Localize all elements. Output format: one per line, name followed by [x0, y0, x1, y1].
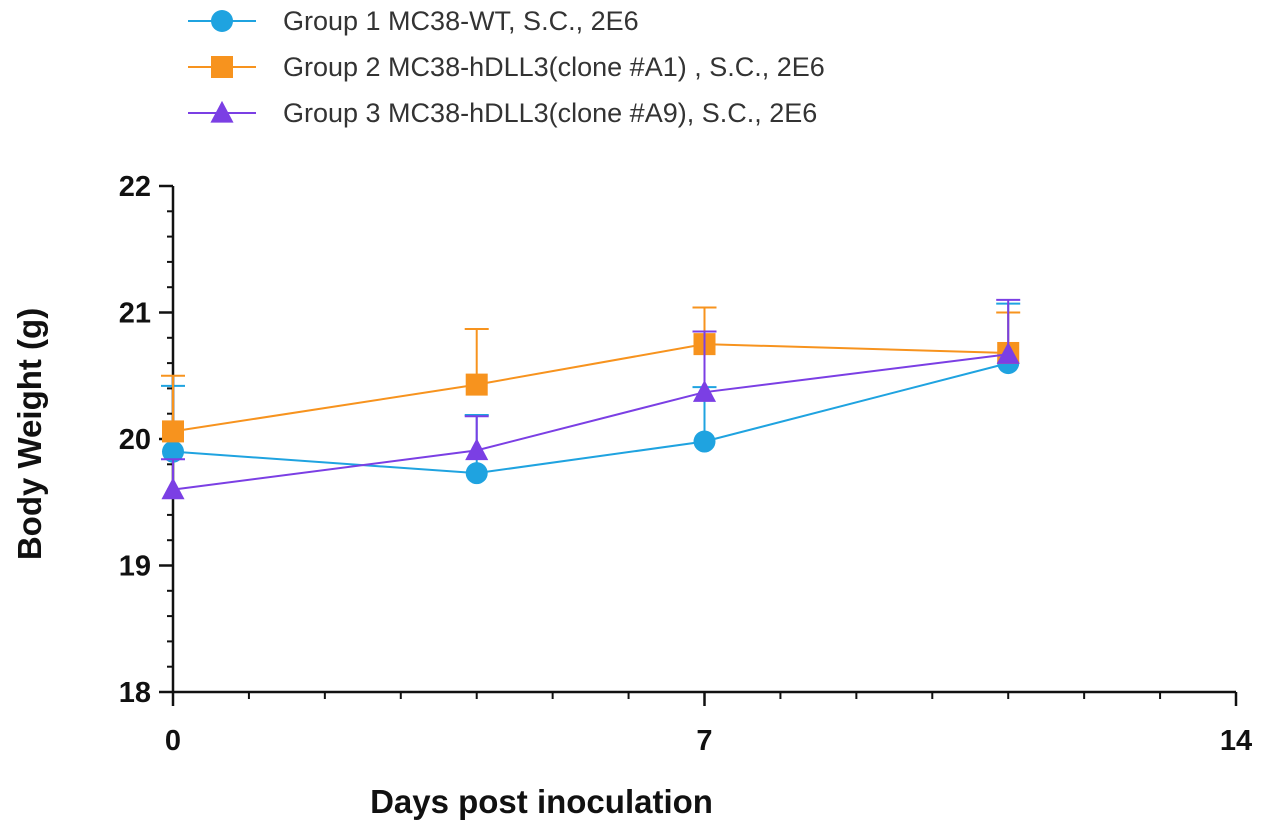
x-tick-label: 0 [165, 725, 181, 757]
data-point [465, 373, 488, 396]
y-tick-label: 19 [119, 551, 151, 583]
axes: 18 19 20 21 22 0 7 14 Days post inoculation Body … [11, 171, 1252, 820]
legend-label: Group 1 MC38-WT, S.C., 2E6 [283, 6, 639, 36]
y-tick-label: 18 [119, 677, 151, 709]
data-point [693, 430, 716, 453]
series-group-1 [161, 302, 1021, 485]
legend-entry-2: Group 2 MC38-hDLL3(clone #A1) , S.C., 2E… [188, 52, 825, 82]
x-tick-label: 14 [1220, 725, 1252, 757]
legend-label: Group 2 MC38-hDLL3(clone #A1) , S.C., 2E… [283, 52, 825, 82]
data-point [162, 440, 184, 463]
series-line [172, 353, 1009, 491]
series-line [172, 362, 1009, 475]
legend-entry-3: Group 3 MC38-hDLL3(clone #A9), S.C., 2E6 [188, 98, 817, 128]
data-point [996, 342, 1020, 364]
data-point [465, 438, 489, 461]
data-point [161, 477, 185, 500]
legend-marker [211, 10, 233, 32]
x-tick-label: 7 [696, 725, 712, 757]
y-tick-label: 20 [119, 424, 151, 456]
legend-entry-1: Group 1 MC38-WT, S.C., 2E6 [188, 6, 639, 36]
y-tick-label: 21 [119, 298, 151, 330]
data-point [465, 462, 488, 485]
legend: Group 1 MC38-WT, S.C., 2E6 Group 2 MC38-h… [188, 6, 825, 128]
legend-label: Group 3 MC38-hDLL3(clone #A9), S.C., 2E6 [283, 98, 817, 128]
data-point [162, 420, 184, 443]
x-axis-title: Days post inoculation [370, 783, 713, 820]
y-tick-label: 22 [119, 171, 151, 203]
series-line [172, 343, 1009, 433]
y-axis-title: Body Weight (g) [11, 308, 48, 560]
plot-area [161, 298, 1021, 500]
legend-marker [210, 100, 234, 123]
legend-marker [211, 56, 233, 78]
series-group-3 [161, 298, 1021, 500]
data-point [692, 380, 717, 402]
